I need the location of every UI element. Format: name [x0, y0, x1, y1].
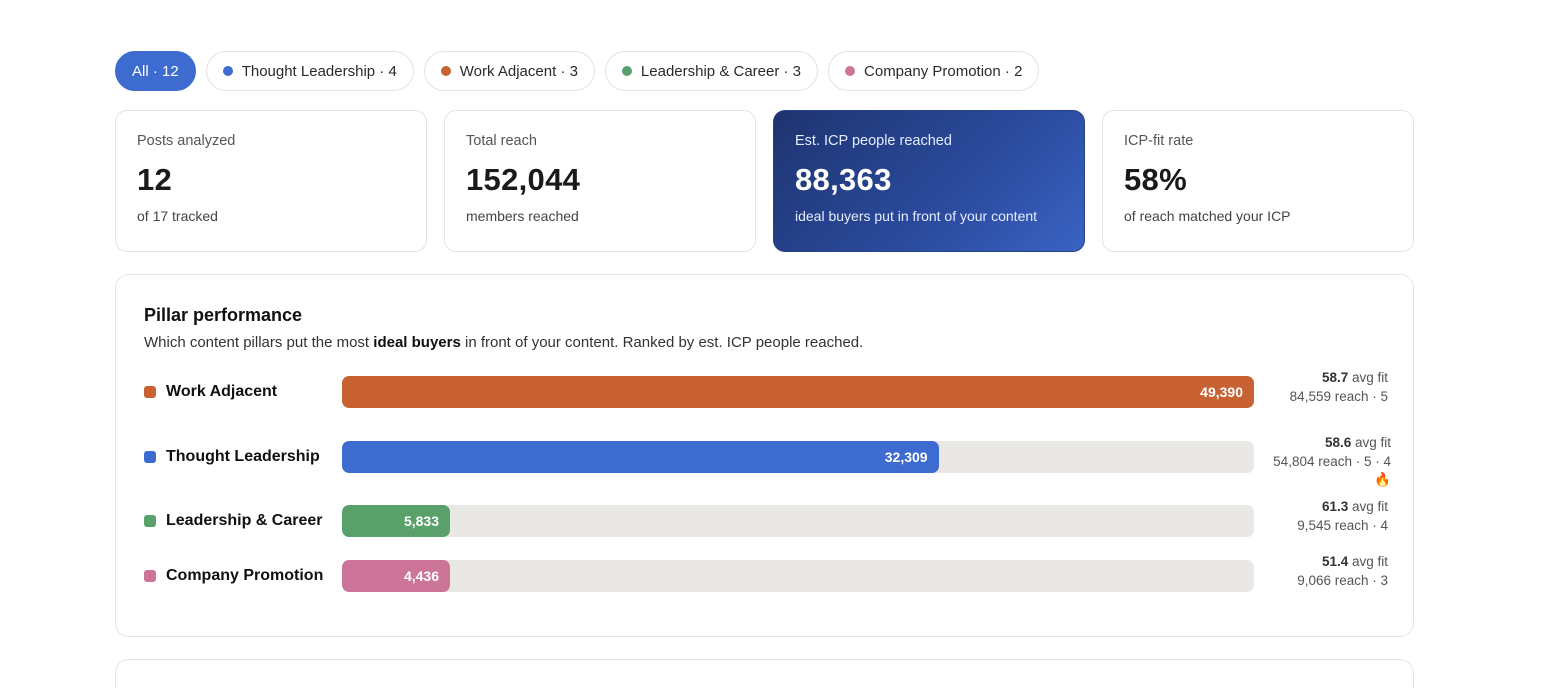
avg-fit-value: 58.7 [1321, 370, 1349, 385]
pillar-filter-bar: All · 12 Thought Leadership · 4 Work Adj… [115, 51, 1040, 91]
pillar-stats: 51.4 avg fit 9,066 reach · 3 [1248, 553, 1388, 590]
pillar-name: Leadership & Career [166, 512, 323, 529]
avg-fit-value: 51.4 [1321, 554, 1349, 569]
kpi-subtext: ideal buyers put in front of your conten… [795, 208, 1038, 224]
pillar-row-leadership-career[interactable]: Leadership & Career 5,833 61.3 avg fit 9… [144, 499, 1388, 537]
filter-chip-label: Thought Leadership · 4 [241, 62, 397, 80]
bar-track: 5,833 [342, 505, 1254, 537]
avg-fit-suffix: avg fit [1348, 499, 1388, 514]
kpi-card-icp-fit-rate: ICP-fit rate 58% of reach matched your I… [1102, 110, 1414, 252]
filter-chip-work-adjacent[interactable]: Work Adjacent · 3 [423, 51, 595, 91]
kpi-label: ICP-fit rate [1124, 133, 1194, 149]
bar-track: 32,309 [342, 441, 1254, 473]
filter-chip-label: Leadership & Career · 3 [640, 62, 802, 80]
kpi-cards: Posts analyzed 12 of 17 tracked Total re… [115, 110, 1414, 252]
bar-fill: 49,390 [342, 376, 1254, 408]
kpi-value: 152,044 [466, 162, 581, 197]
pillar-stats: 61.3 avg fit 9,545 reach · 4 [1248, 498, 1388, 535]
avg-fit-suffix: avg fit [1351, 435, 1391, 450]
bar-track: 49,390 [342, 376, 1254, 408]
desc-text: in front of your content. Ranked by est.… [460, 334, 864, 351]
pillar-color-dot [845, 66, 856, 76]
desc-text: Which content pillars put the most [144, 334, 374, 351]
filter-chip-thought-leadership[interactable]: Thought Leadership · 4 [205, 51, 414, 91]
kpi-card-icp-reached: Est. ICP people reached 88,363 ideal buy… [773, 110, 1085, 252]
filter-chip-leadership-career[interactable]: Leadership & Career · 3 [604, 51, 819, 91]
avg-fit-value: 61.3 [1321, 499, 1349, 514]
kpi-value: 12 [137, 162, 173, 197]
avg-fit-suffix: avg fit [1348, 554, 1388, 569]
bar-value-label: 4,436 [403, 568, 439, 584]
pillar-name: Thought Leadership [166, 448, 320, 465]
kpi-subtext: members reached [466, 208, 579, 224]
next-section-card [115, 659, 1414, 688]
filter-chip-label: Company Promotion · 2 [864, 62, 1023, 80]
pillar-name: Work Adjacent [166, 383, 278, 400]
kpi-subtext: of reach matched your ICP [1124, 208, 1291, 224]
reach-detail: 54,804 reach · 5 · 4🔥 [1273, 453, 1391, 488]
bar-value-label: 32,309 [884, 449, 928, 465]
bar-fill: 32,309 [342, 441, 939, 473]
pillar-color-square [144, 515, 156, 527]
pillar-color-square [144, 386, 156, 398]
pillar-stats: 58.6 avg fit 54,804 reach · 5 · 4🔥 [1271, 434, 1391, 490]
bar-fill: 4,436 [342, 560, 450, 592]
pillar-row-company-promotion[interactable]: Company Promotion 4,436 51.4 avg fit 9,0… [144, 554, 1388, 592]
panel-description: Which content pillars put the most ideal… [144, 334, 863, 351]
kpi-label: Est. ICP people reached [795, 133, 952, 149]
kpi-label: Total reach [466, 133, 537, 149]
kpi-card-posts-analyzed: Posts analyzed 12 of 17 tracked [115, 110, 427, 252]
filter-chip-label: Work Adjacent · 3 [459, 62, 578, 80]
reach-detail: 9,066 reach · 3 [1297, 572, 1388, 588]
panel-title: Pillar performance [144, 305, 303, 325]
pillar-row-work-adjacent[interactable]: Work Adjacent 49,390 58.7 avg fit 84,559… [144, 370, 1388, 408]
filter-chip-all[interactable]: All · 12 [115, 51, 196, 91]
filter-chip-label: All · 12 [132, 62, 179, 80]
pillar-color-dot [621, 66, 632, 76]
pillar-color-square [144, 570, 156, 582]
pillar-performance-panel: Pillar performance Which content pillars… [115, 274, 1414, 637]
bar-fill: 5,833 [342, 505, 450, 537]
kpi-card-total-reach: Total reach 152,044 members reached [444, 110, 756, 252]
reach-detail: 84,559 reach · 5 [1289, 388, 1388, 404]
pillar-stats: 58.7 avg fit 84,559 reach · 5 [1248, 369, 1388, 406]
filter-chip-company-promotion[interactable]: Company Promotion · 2 [828, 51, 1040, 91]
pillar-color-dot [222, 66, 233, 76]
avg-fit-value: 58.6 [1324, 435, 1352, 450]
pillar-color-square [144, 451, 156, 463]
bar-value-label: 5,833 [403, 513, 439, 529]
pillar-row-thought-leadership[interactable]: Thought Leadership 32,309 58.6 avg fit 5… [144, 435, 1391, 487]
kpi-label: Posts analyzed [137, 133, 236, 149]
desc-emphasis: ideal buyers [373, 334, 461, 351]
reach-detail: 9,545 reach · 4 [1297, 517, 1388, 533]
kpi-subtext: of 17 tracked [137, 208, 218, 224]
avg-fit-suffix: avg fit [1348, 370, 1388, 385]
pillar-name: Company Promotion [166, 567, 324, 584]
kpi-value: 58% [1124, 162, 1187, 197]
kpi-value: 88,363 [795, 162, 892, 197]
pillar-color-dot [440, 66, 451, 76]
bar-value-label: 49,390 [1200, 384, 1243, 400]
bar-track: 4,436 [342, 560, 1254, 592]
